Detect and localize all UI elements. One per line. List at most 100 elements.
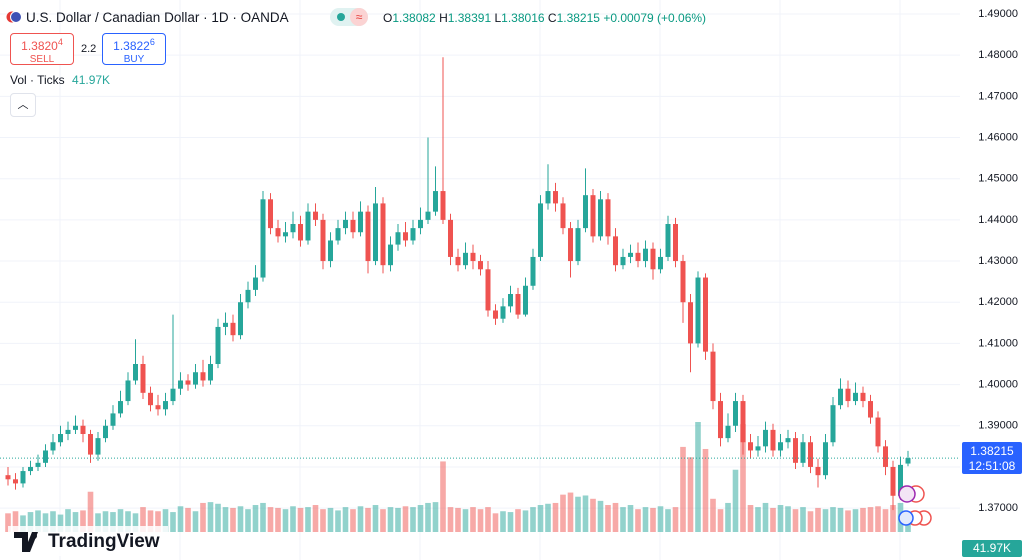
volume-bar: [327, 507, 334, 532]
logo-dot: [31, 533, 37, 539]
candle-body: [80, 425, 86, 434]
sell-label: SELL: [29, 54, 55, 65]
candle-body: [163, 401, 168, 410]
candle-body: [178, 380, 183, 389]
volume-bar: [147, 510, 154, 532]
volume-bar: [710, 498, 716, 532]
candle-body: [620, 256, 626, 266]
volume-bar: [5, 513, 11, 532]
volume-bar: [275, 507, 281, 532]
candle-body: [403, 232, 408, 241]
volume-bar: [852, 509, 859, 532]
volume-bar: [665, 509, 671, 532]
y-tick-label: 1.46000: [978, 131, 1018, 143]
candle-body: [35, 462, 41, 467]
y-tick-label: 1.45000: [978, 173, 1018, 185]
ohlc-value: 1.38082: [392, 11, 436, 25]
volume-bar: [170, 512, 176, 532]
y-tick-label: 1.40000: [978, 378, 1018, 390]
volume-bar: [357, 506, 364, 532]
candle-body: [718, 401, 723, 439]
candle-body: [418, 219, 423, 229]
volume-bar: [567, 492, 574, 532]
ohlc-value: 1.38391: [447, 11, 492, 25]
buy-button[interactable]: 1.38226 BUY: [102, 33, 166, 65]
sell-button[interactable]: 1.38204 SELL: [10, 33, 74, 65]
candle-body: [613, 236, 618, 266]
sell-price: 1.38204: [11, 37, 73, 53]
candle-body: [65, 429, 71, 434]
volume-bar: [605, 505, 611, 532]
event-icon[interactable]: [898, 485, 916, 503]
volume-bar: [387, 507, 394, 532]
candle-body: [635, 252, 641, 262]
symbol-title[interactable]: U.S. Dollar / Canadian Dollar · 1D · OAN…: [26, 10, 289, 25]
event-icon[interactable]: [898, 510, 914, 526]
volume-bar: [312, 505, 319, 532]
volume-bar: [215, 503, 221, 532]
volume-bar: [95, 513, 101, 532]
volume-bar: [657, 506, 664, 532]
volume-bar: [597, 500, 604, 532]
candle-body: [155, 405, 161, 410]
candle-body: [290, 224, 296, 233]
candle-body: [200, 372, 206, 381]
volume-bar: [57, 514, 64, 532]
candle-body: [125, 380, 131, 402]
collapse-button[interactable]: ︿: [10, 93, 36, 117]
volume-bar: [365, 507, 371, 532]
candle-body: [815, 466, 821, 476]
logo-bg: [8, 526, 168, 556]
volume-bar: [65, 509, 71, 532]
candle-body: [853, 392, 858, 402]
candle-body: [530, 256, 536, 286]
volume-bar: [860, 507, 866, 532]
candle-body: [838, 388, 843, 406]
candle-body: [170, 388, 176, 402]
candle-body: [583, 195, 588, 229]
candle-body: [230, 322, 236, 336]
candle-body: [365, 211, 371, 262]
candle-body: [118, 401, 123, 414]
candle-body: [43, 450, 48, 463]
candle-body: [110, 413, 116, 426]
volume-bar: [72, 512, 79, 532]
volume-bar: [702, 448, 709, 532]
volume-bar: [762, 502, 769, 532]
candle-body: [395, 232, 401, 245]
volume-bar: [650, 507, 656, 532]
ohlc-key: C: [547, 11, 557, 25]
market-status[interactable]: ≈: [330, 8, 368, 26]
volume-bar: [117, 509, 124, 532]
candle-body: [440, 191, 446, 220]
volume-bar: [875, 506, 881, 532]
candle-body: [845, 388, 851, 402]
volume-bar: [785, 506, 791, 532]
volume-bar: [507, 512, 514, 532]
candle-body: [740, 401, 746, 443]
candle-body: [553, 191, 558, 204]
volume-bar: [35, 510, 41, 532]
volume-bar: [260, 502, 266, 532]
candle-body: [50, 442, 56, 451]
volume-bar: [590, 498, 596, 532]
candle-body: [238, 302, 243, 336]
candle-body: [673, 224, 678, 262]
volume-tag: 41.97K: [962, 540, 1022, 557]
candle-body: [478, 261, 483, 270]
volume-bar: [380, 509, 386, 532]
candle-body: [470, 252, 476, 262]
volume-bar: [87, 491, 94, 532]
volume-bar: [267, 507, 274, 532]
volume-bar: [620, 507, 626, 532]
flag: [10, 11, 22, 23]
volume-bar: [462, 509, 469, 532]
volume-bar: [20, 515, 26, 532]
candle-body: [328, 240, 333, 262]
event-icons[interactable]: [898, 485, 932, 526]
volume-bar: [725, 502, 731, 532]
candle-body: [313, 211, 318, 220]
candle-body: [335, 228, 341, 241]
volume-layer: [5, 422, 911, 532]
